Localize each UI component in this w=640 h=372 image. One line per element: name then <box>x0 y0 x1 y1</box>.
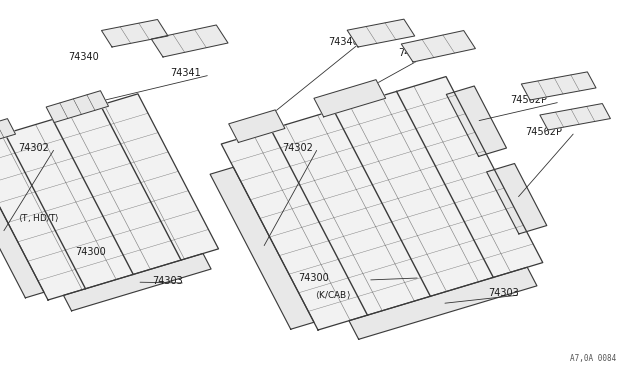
Text: $\langle$K/CAB$\rangle$: $\langle$K/CAB$\rangle$ <box>315 289 351 301</box>
Text: 74300: 74300 <box>75 247 106 257</box>
Polygon shape <box>347 19 415 47</box>
Polygon shape <box>401 31 476 62</box>
Polygon shape <box>102 19 168 47</box>
Text: 74303: 74303 <box>152 276 183 286</box>
Text: 74300: 74300 <box>298 273 329 283</box>
Polygon shape <box>349 267 537 339</box>
Polygon shape <box>63 253 211 311</box>
Text: 74303: 74303 <box>488 288 519 298</box>
Polygon shape <box>314 80 386 117</box>
Polygon shape <box>151 25 228 57</box>
Polygon shape <box>446 86 506 156</box>
Text: A7,0A 0084: A7,0A 0084 <box>570 353 616 362</box>
Text: 74562P: 74562P <box>510 95 547 105</box>
Text: 74341: 74341 <box>170 68 201 78</box>
Polygon shape <box>210 167 314 329</box>
Text: 74302: 74302 <box>18 143 49 153</box>
Text: $\langle$T, HD/T$\rangle$: $\langle$T, HD/T$\rangle$ <box>18 212 60 224</box>
Polygon shape <box>0 168 44 298</box>
Text: 74340: 74340 <box>68 52 99 62</box>
Polygon shape <box>522 72 596 100</box>
Text: 74302: 74302 <box>282 143 313 153</box>
Polygon shape <box>486 164 547 234</box>
Polygon shape <box>0 94 218 300</box>
Text: 74341: 74341 <box>398 48 429 58</box>
Polygon shape <box>228 110 285 142</box>
Text: 74340: 74340 <box>328 37 359 47</box>
Polygon shape <box>221 77 543 330</box>
Polygon shape <box>0 119 15 144</box>
Polygon shape <box>540 103 611 130</box>
Polygon shape <box>46 91 109 122</box>
Text: 74562P: 74562P <box>525 127 562 137</box>
